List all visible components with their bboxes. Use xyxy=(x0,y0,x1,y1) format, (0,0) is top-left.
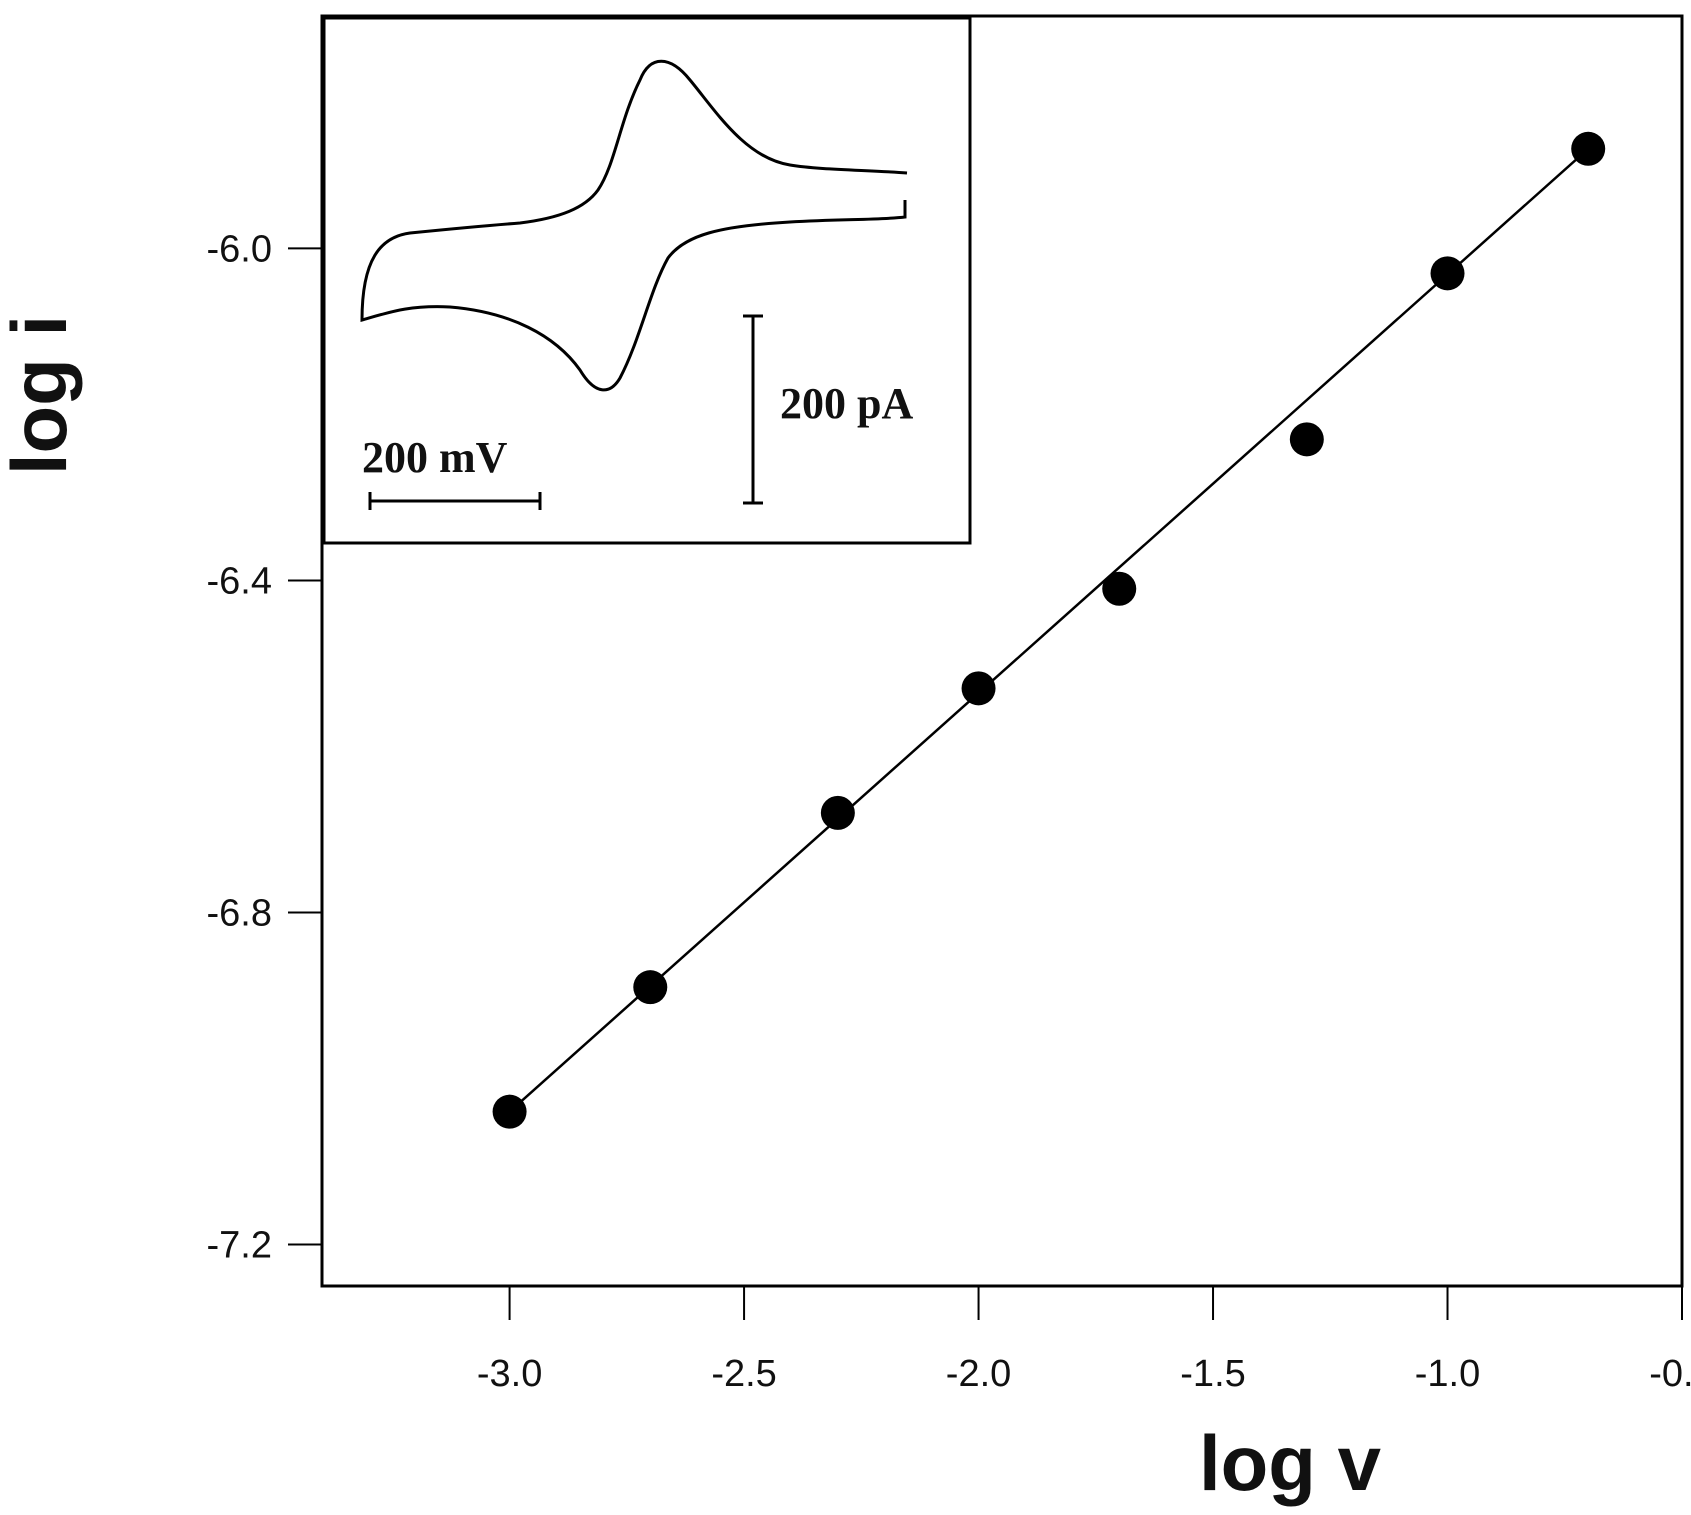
fit-line xyxy=(508,147,1590,1113)
x-tick-label: -3.0 xyxy=(477,1353,542,1395)
data-point xyxy=(1430,256,1465,291)
x-axis-ticks: -3.0 -2.5 -2.0 -1.5 -1.0 -0.5 xyxy=(477,1286,1691,1395)
data-point xyxy=(633,970,668,1005)
x-tick-label: -1.5 xyxy=(1180,1353,1245,1395)
data-points xyxy=(492,131,1606,1129)
data-point xyxy=(961,671,996,706)
y-tick-label: -6.4 xyxy=(207,560,272,602)
inset-current-scale-label: 200 pA xyxy=(780,379,913,428)
y-axis-ticks: -6.0 -6.4 -6.8 -7.2 xyxy=(207,228,322,1266)
data-point xyxy=(820,795,855,830)
x-axis-title: log v xyxy=(1199,1419,1382,1507)
x-tick-label: -1.0 xyxy=(1415,1353,1480,1395)
x-tick-label: -2.5 xyxy=(711,1353,776,1395)
y-tick-label: -7.2 xyxy=(207,1224,272,1266)
data-point xyxy=(1102,571,1137,606)
x-tick-label: -2.0 xyxy=(946,1353,1011,1395)
y-axis-title: log i xyxy=(0,315,83,475)
x-tick-label: -0.5 xyxy=(1649,1353,1691,1395)
plot-frame xyxy=(320,14,1684,1288)
data-point xyxy=(1571,131,1606,166)
y-tick-label: -6.0 xyxy=(207,228,272,270)
y-tick-label: -6.8 xyxy=(207,892,272,934)
inset-potential-scale-label: 200 mV xyxy=(362,433,508,482)
inset-frame xyxy=(322,16,972,545)
inset-voltammogram: 200 pA 200 mV xyxy=(322,16,972,545)
inset-cv-curve xyxy=(360,59,908,392)
data-point xyxy=(1289,422,1324,457)
data-point xyxy=(492,1094,527,1129)
